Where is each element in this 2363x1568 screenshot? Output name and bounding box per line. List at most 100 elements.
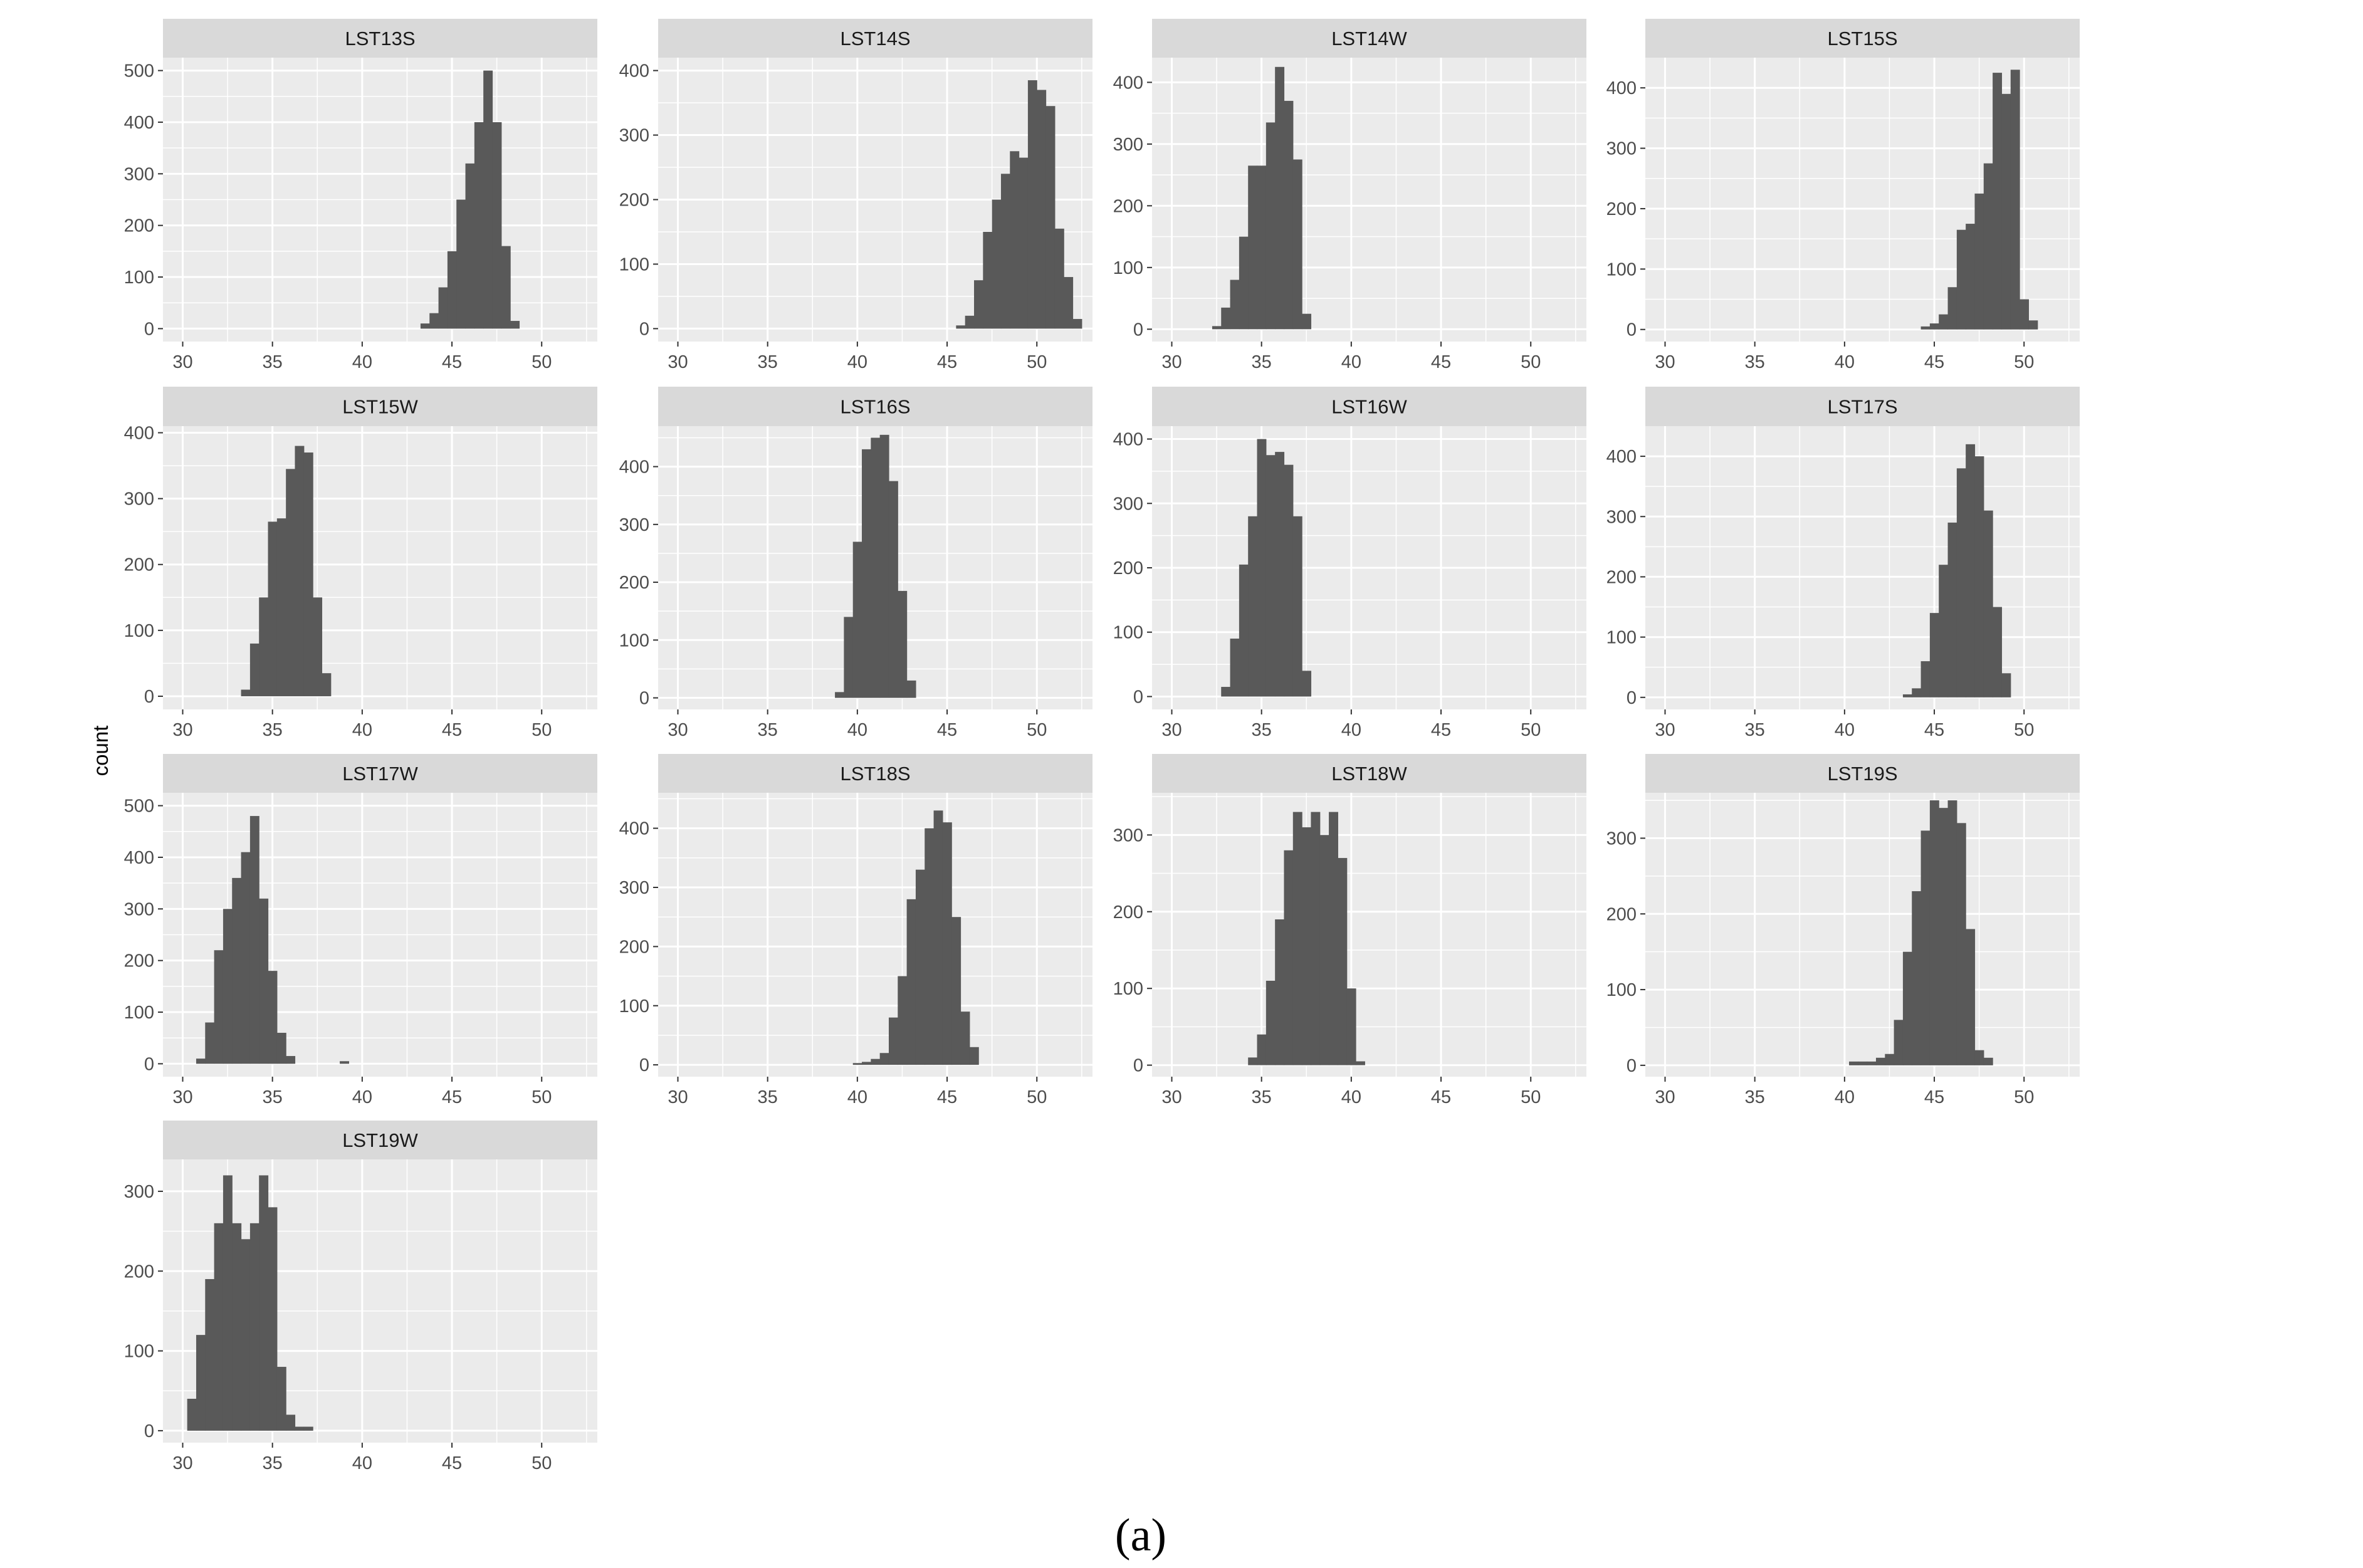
histogram-bar (898, 976, 908, 1065)
y-tick-label: 200 (1606, 567, 1637, 587)
histogram-bar (1010, 151, 1020, 329)
facet-strip (1152, 754, 1586, 793)
facet-title: LST18W (1331, 763, 1407, 785)
histogram-bar (1858, 1061, 1868, 1065)
facet-title: LST14W (1331, 28, 1407, 50)
facet-strip (658, 754, 1092, 793)
histogram-bar (1974, 1050, 1984, 1065)
panel-background (1645, 426, 2080, 709)
y-tick-label: 400 (619, 457, 649, 478)
y-tick-label: 0 (1133, 320, 1143, 340)
figure-caption: (a) (1114, 1510, 1167, 1561)
histogram-bar (249, 1223, 259, 1431)
histogram-bar (1947, 522, 1957, 698)
facet-title: LST19W (342, 1129, 418, 1151)
histogram-bar (906, 899, 916, 1065)
x-tick-label: 30 (1655, 1087, 1675, 1107)
x-tick-label: 50 (1027, 352, 1047, 372)
x-tick-label: 40 (847, 720, 867, 740)
histogram-bar (1292, 812, 1302, 1065)
facet-strip (658, 387, 1092, 426)
histogram-bar (249, 643, 259, 696)
histogram-bar (1974, 193, 1984, 330)
facet-strip (1645, 754, 2080, 793)
x-tick-label: 35 (263, 720, 283, 740)
x-tick-label: 40 (352, 1453, 372, 1473)
x-tick-label: 40 (1835, 1087, 1855, 1107)
x-tick-label: 45 (937, 720, 957, 740)
histogram-bar (187, 1398, 197, 1431)
histogram-bar (1956, 468, 1966, 698)
x-tick-label: 45 (937, 352, 957, 372)
histogram-bar (223, 909, 233, 1064)
histogram-bar (429, 313, 439, 329)
y-tick-label: 300 (1113, 825, 1143, 845)
x-tick-label: 40 (847, 1087, 867, 1107)
histogram-bar (983, 231, 993, 329)
histogram-bar (1885, 1053, 1895, 1065)
x-tick-label: 45 (1431, 352, 1451, 372)
histogram-bar (456, 199, 466, 329)
y-tick-label: 400 (619, 819, 649, 839)
histogram-bar (268, 521, 278, 696)
y-tick-label: 0 (639, 1055, 649, 1075)
histogram-bar (1867, 1061, 1877, 1065)
x-tick-label: 30 (668, 1087, 688, 1107)
histogram-bar (276, 1032, 286, 1064)
histogram-bar (835, 692, 844, 698)
facet-title: LST14S (840, 28, 910, 50)
histogram-bar (1939, 808, 1949, 1065)
histogram-bar (992, 199, 1002, 329)
y-tick-label: 0 (144, 1054, 154, 1074)
histogram-bar (1248, 516, 1258, 697)
panel-background (163, 426, 597, 709)
x-tick-label: 40 (352, 352, 372, 372)
facet-lst17s: LST17S 30 35 40 45 50 0 100 200 300 400 (1606, 387, 2080, 740)
x-tick-label: 40 (1835, 352, 1855, 372)
histogram-bar (1284, 850, 1294, 1065)
x-tick-label: 35 (263, 352, 283, 372)
y-tick-label: 300 (124, 1182, 154, 1202)
facet-lst19s: LST19S 30 35 40 45 50 0 100 200 300 (1606, 754, 2080, 1107)
y-tick-label: 100 (1606, 980, 1637, 1000)
histogram-bar (276, 518, 286, 696)
y-tick-label: 400 (1113, 73, 1143, 93)
histogram-bar (1257, 1034, 1267, 1065)
x-tick-label: 50 (532, 1087, 552, 1107)
histogram-bar (1239, 236, 1249, 330)
y-tick-label: 0 (144, 1421, 154, 1441)
x-tick-label: 45 (1431, 720, 1451, 740)
histogram-bar (1027, 80, 1037, 329)
y-tick-label: 100 (1113, 623, 1143, 643)
histogram-bar (214, 950, 224, 1064)
histogram-bar (1319, 835, 1329, 1065)
x-tick-label: 45 (442, 352, 462, 372)
histogram-bar (249, 816, 259, 1064)
facet-title: LST17W (342, 763, 418, 785)
histogram-bar (1265, 980, 1276, 1065)
histogram-bar (1037, 90, 1047, 329)
x-tick-label: 50 (1521, 1087, 1541, 1107)
x-tick-label: 30 (172, 352, 192, 372)
y-tick-label: 200 (124, 1262, 154, 1282)
x-tick-label: 35 (1745, 1087, 1765, 1107)
y-tick-label: 0 (144, 687, 154, 707)
facet-lst18s: LST18S 30 35 40 45 50 0 100 200 300 400 (619, 754, 1092, 1107)
y-tick-label: 0 (1133, 687, 1143, 707)
histogram-bar (1346, 988, 1356, 1065)
x-tick-label: 30 (172, 1453, 192, 1473)
histogram-bar (303, 1426, 313, 1431)
y-tick-label: 100 (1606, 628, 1637, 648)
histogram-bar (1912, 891, 1922, 1065)
histogram-bar (1929, 323, 1939, 330)
facet-lst16w: LST16W 30 35 40 45 50 0 100 200 300 400 (1113, 387, 1586, 740)
histogram-bar (879, 1053, 889, 1065)
y-tick-label: 0 (1627, 1056, 1637, 1076)
facet-strip (163, 19, 597, 58)
histogram-bar (942, 822, 952, 1065)
x-tick-label: 35 (263, 1087, 283, 1107)
histogram-bar (1292, 159, 1302, 330)
x-tick-label: 35 (263, 1453, 283, 1473)
